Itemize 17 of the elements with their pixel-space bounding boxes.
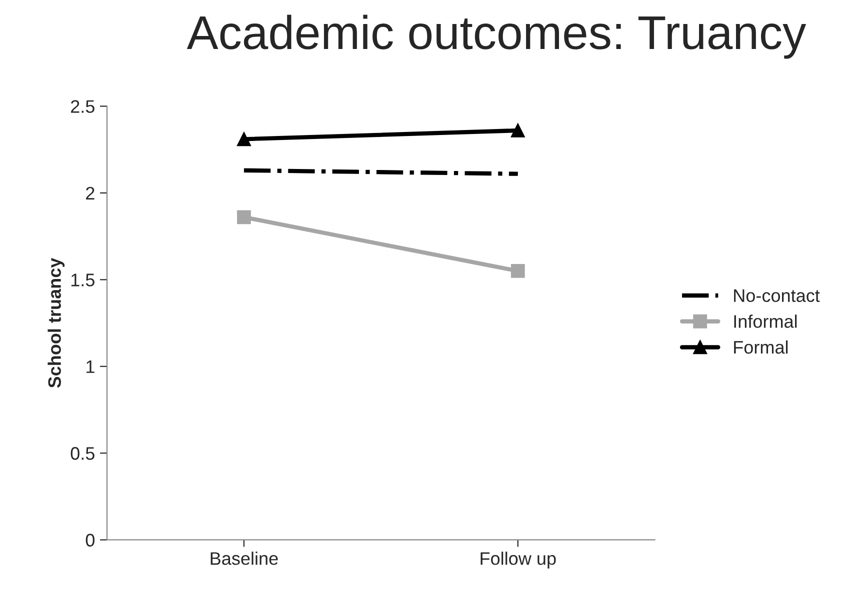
point bbox=[510, 264, 525, 278]
y-tick-label: 0 bbox=[86, 534, 94, 547]
point bbox=[237, 132, 251, 146]
x-tick-label: Baseline bbox=[210, 552, 278, 565]
y-tick-label: 1 bbox=[86, 360, 94, 373]
y-axis-title: School truancy bbox=[48, 258, 65, 388]
y-tick-label: 0.5 bbox=[70, 447, 94, 460]
chart-title: Academic outcomes: Truancy bbox=[186, 14, 806, 59]
point bbox=[237, 210, 251, 224]
x-tick-label: Follow up bbox=[480, 552, 556, 568]
legend-label: Informal bbox=[734, 314, 797, 328]
legend-label: No-contact bbox=[734, 289, 820, 302]
y-tick-label: 2.5 bbox=[71, 100, 94, 113]
y-tick-label: 2 bbox=[86, 186, 94, 200]
legend-label: Formal bbox=[734, 340, 788, 354]
point bbox=[510, 124, 525, 138]
y-tick-label: 1.5 bbox=[71, 274, 94, 286]
